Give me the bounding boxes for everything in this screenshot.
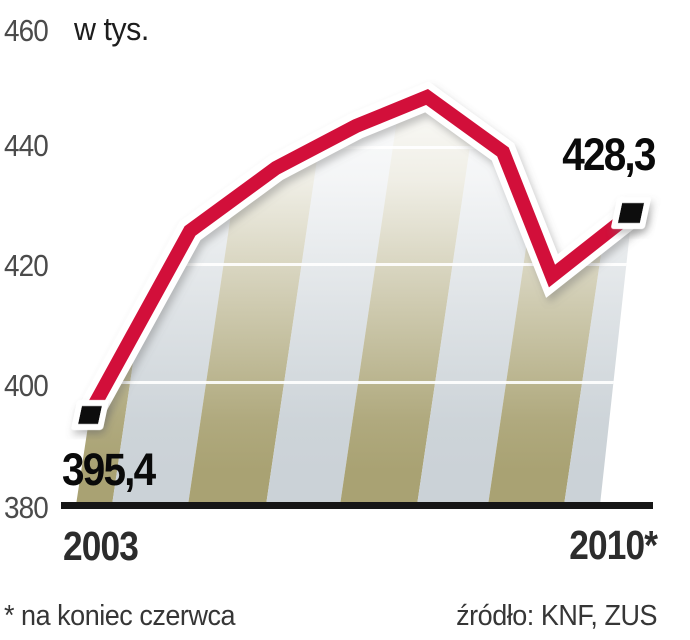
source-label: źródło: KNF, ZUS [456,600,657,632]
y-axis-tick: 420 [4,248,49,283]
y-axis-tick: 440 [4,128,49,163]
point-marker-start [71,400,109,430]
y-axis-tick: 400 [4,368,49,403]
unit-label: w tys. [74,11,149,47]
x-label-last: 2010* [569,522,658,568]
x-axis-line [61,502,653,509]
y-axis-tick: 460 [4,13,49,48]
y-axis-tick: 380 [4,490,49,525]
value-label-last: 428,3 [562,129,657,180]
value-label-first: 395,4 [62,444,156,495]
footnote: * na koniec czerwca [4,600,236,632]
point-marker-end [611,197,651,229]
gridlines [76,146,632,384]
x-label-first: 2003 [63,523,139,569]
trend-line [83,89,639,420]
